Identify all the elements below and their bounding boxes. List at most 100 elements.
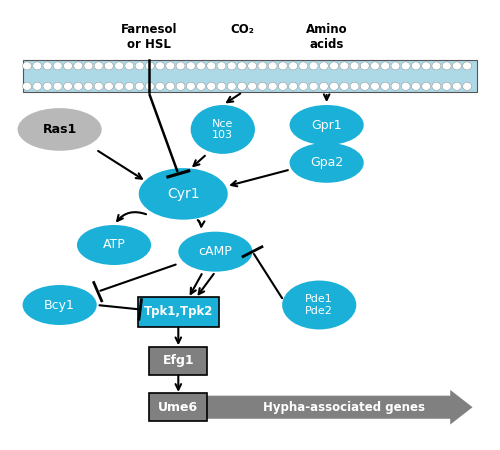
Circle shape	[299, 62, 308, 70]
Circle shape	[330, 82, 338, 90]
Circle shape	[33, 82, 42, 90]
Circle shape	[176, 82, 185, 90]
Circle shape	[258, 82, 267, 90]
Circle shape	[74, 62, 82, 70]
Circle shape	[217, 62, 226, 70]
Ellipse shape	[190, 105, 255, 154]
Circle shape	[320, 62, 328, 70]
Circle shape	[135, 62, 144, 70]
Circle shape	[84, 82, 93, 90]
Circle shape	[360, 62, 369, 70]
Circle shape	[370, 82, 380, 90]
Text: ATP: ATP	[102, 238, 126, 252]
Text: Farnesol
or HSL: Farnesol or HSL	[120, 23, 177, 51]
Circle shape	[350, 82, 359, 90]
Circle shape	[104, 82, 114, 90]
Circle shape	[278, 62, 287, 70]
Circle shape	[176, 62, 185, 70]
Circle shape	[402, 82, 410, 90]
Circle shape	[207, 82, 216, 90]
Circle shape	[340, 62, 348, 70]
Text: Cyr1: Cyr1	[167, 187, 200, 201]
FancyBboxPatch shape	[149, 346, 208, 374]
Text: Gpr1: Gpr1	[312, 118, 342, 131]
Circle shape	[64, 62, 72, 70]
Circle shape	[104, 62, 114, 70]
Circle shape	[186, 62, 195, 70]
Circle shape	[299, 82, 308, 90]
Circle shape	[43, 62, 52, 70]
Ellipse shape	[139, 168, 228, 220]
Circle shape	[135, 82, 144, 90]
Circle shape	[340, 82, 348, 90]
Text: Hypha-associated genes: Hypha-associated genes	[264, 400, 426, 414]
Circle shape	[309, 82, 318, 90]
Circle shape	[288, 82, 298, 90]
Circle shape	[217, 82, 226, 90]
Circle shape	[422, 82, 430, 90]
Circle shape	[166, 82, 174, 90]
Circle shape	[228, 82, 236, 90]
Circle shape	[381, 82, 390, 90]
Circle shape	[238, 62, 246, 70]
Circle shape	[54, 62, 62, 70]
Circle shape	[360, 82, 369, 90]
Text: Efg1: Efg1	[162, 354, 194, 367]
Circle shape	[412, 82, 420, 90]
Text: cAMP: cAMP	[198, 245, 232, 258]
FancyBboxPatch shape	[138, 297, 218, 327]
Circle shape	[370, 62, 380, 70]
Circle shape	[114, 62, 124, 70]
Ellipse shape	[77, 225, 151, 265]
Circle shape	[422, 62, 430, 70]
Ellipse shape	[282, 280, 356, 329]
Text: Amino
acids: Amino acids	[306, 23, 348, 51]
Circle shape	[22, 82, 32, 90]
Text: Pde1
Pde2: Pde1 Pde2	[306, 294, 333, 316]
Circle shape	[196, 62, 205, 70]
Circle shape	[309, 62, 318, 70]
Circle shape	[462, 82, 471, 90]
Circle shape	[84, 62, 93, 70]
Circle shape	[186, 82, 195, 90]
Circle shape	[391, 82, 400, 90]
Ellipse shape	[22, 285, 97, 325]
Circle shape	[64, 82, 72, 90]
Circle shape	[412, 62, 420, 70]
Circle shape	[146, 62, 154, 70]
Circle shape	[156, 82, 164, 90]
Circle shape	[402, 62, 410, 70]
Circle shape	[452, 62, 462, 70]
Circle shape	[196, 82, 205, 90]
Circle shape	[33, 62, 42, 70]
Circle shape	[268, 62, 277, 70]
Text: Nce
103: Nce 103	[212, 119, 234, 140]
Circle shape	[207, 62, 216, 70]
Circle shape	[74, 82, 82, 90]
Circle shape	[278, 82, 287, 90]
Circle shape	[432, 62, 441, 70]
Circle shape	[54, 82, 62, 90]
Circle shape	[125, 62, 134, 70]
Circle shape	[94, 82, 103, 90]
FancyBboxPatch shape	[22, 60, 477, 92]
Circle shape	[43, 82, 52, 90]
Circle shape	[114, 82, 124, 90]
Ellipse shape	[290, 105, 364, 145]
Ellipse shape	[290, 143, 364, 183]
Circle shape	[320, 82, 328, 90]
Circle shape	[381, 62, 390, 70]
Circle shape	[166, 62, 174, 70]
Ellipse shape	[178, 232, 252, 272]
Circle shape	[248, 82, 256, 90]
Circle shape	[330, 62, 338, 70]
Text: Ras1: Ras1	[42, 123, 77, 136]
Circle shape	[268, 82, 277, 90]
Text: Bcy1: Bcy1	[44, 298, 75, 311]
Circle shape	[350, 62, 359, 70]
FancyArrow shape	[206, 390, 472, 424]
Circle shape	[156, 62, 164, 70]
Circle shape	[248, 62, 256, 70]
Circle shape	[452, 82, 462, 90]
Circle shape	[238, 82, 246, 90]
